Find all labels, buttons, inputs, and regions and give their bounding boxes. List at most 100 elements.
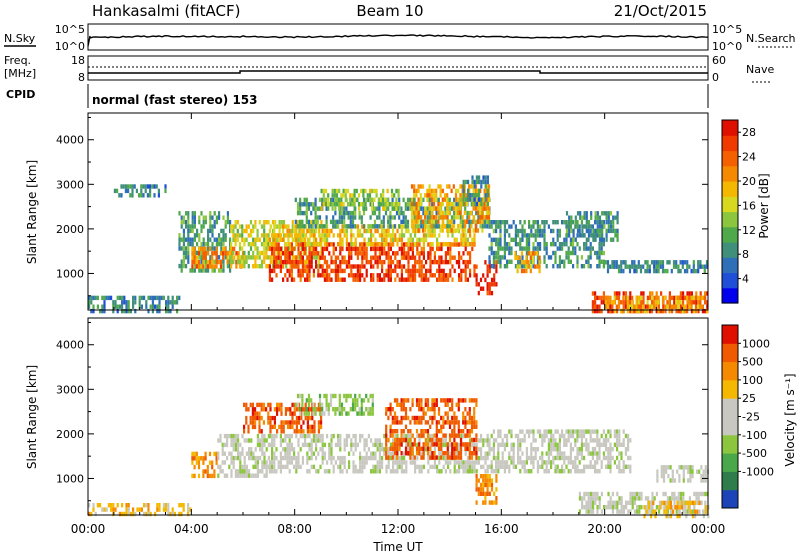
power-cell-12 xyxy=(534,237,537,242)
power-cell-4 xyxy=(230,264,233,269)
power-cell-5 xyxy=(293,246,296,252)
power-cell-2 xyxy=(182,259,185,264)
power-cell-5 xyxy=(359,246,362,252)
power-cell-9 xyxy=(410,219,414,224)
power-cell-5 xyxy=(317,268,320,274)
power-cell-5 xyxy=(400,255,403,260)
power-cell-12 xyxy=(561,220,564,225)
velocity-cell-8 xyxy=(585,447,588,452)
velocity-cell-8 xyxy=(510,433,513,439)
colorbar-bin-2 xyxy=(722,257,738,274)
power-cell-8 xyxy=(384,206,387,211)
velocity-cell-4 xyxy=(369,411,372,416)
power-cell-17 xyxy=(635,295,638,301)
velocity-cell-8 xyxy=(521,464,524,469)
power-cell-14 xyxy=(576,224,580,229)
velocity-cell-5 xyxy=(282,464,285,470)
velocity-cell-4 xyxy=(312,411,315,416)
power-cell-9 xyxy=(479,210,482,216)
velocity-cell-6 xyxy=(473,451,476,456)
power-cell-0 xyxy=(138,300,141,305)
velocity-cell-6 xyxy=(385,429,388,434)
velocity-cell-6 xyxy=(468,429,471,434)
power-cell-4 xyxy=(267,220,270,225)
velocity-cell-5 xyxy=(392,438,395,443)
power-cell-2 xyxy=(209,211,212,216)
velocity-cell-3 xyxy=(306,429,309,434)
power-cell-4 xyxy=(265,264,268,269)
velocity-cell-5 xyxy=(466,464,469,470)
power-cell-8 xyxy=(364,188,367,194)
velocity-cell-5 xyxy=(449,442,452,448)
velocity-cell-8 xyxy=(517,447,520,452)
velocity-cell-6 xyxy=(431,415,434,421)
power-cell-5 xyxy=(394,268,397,274)
power-cell-17 xyxy=(609,308,612,314)
power-cell-2 xyxy=(211,224,214,229)
power-cell-2 xyxy=(178,211,181,216)
velocity-cell-9 xyxy=(633,500,636,505)
power-cell-15 xyxy=(635,268,638,274)
power-cell-12 xyxy=(506,246,509,251)
velocity-cell-7 xyxy=(490,500,494,505)
power-cell-12 xyxy=(488,246,491,251)
power-cell-6 xyxy=(473,242,476,247)
velocity-cell-8 xyxy=(528,429,531,434)
power-cell-7 xyxy=(481,224,484,229)
power-cell-6 xyxy=(352,242,355,247)
power-cell-10 xyxy=(478,179,481,185)
power-cell-5 xyxy=(275,246,278,252)
velocity-cell-8 xyxy=(574,460,577,465)
power-cell-5 xyxy=(328,273,331,278)
power-cell-4 xyxy=(234,237,237,242)
power-cell-15 xyxy=(604,260,607,265)
power-cell-16 xyxy=(591,308,594,314)
velocity-cell-8 xyxy=(547,447,550,452)
velocity-cell-7 xyxy=(488,500,491,505)
velocity-cell-2 xyxy=(252,473,255,478)
power-cell-16 xyxy=(649,291,652,296)
velocity-cell-5 xyxy=(398,464,401,470)
power-cell-9 xyxy=(410,197,414,202)
power-cell-5 xyxy=(425,259,428,265)
power-cell-16 xyxy=(598,308,601,314)
power-cell-5 xyxy=(304,277,307,282)
velocity-cell-5 xyxy=(341,455,344,461)
velocity-cell-8 xyxy=(561,429,564,434)
velocity-cell-5 xyxy=(420,469,423,474)
power-cell-5 xyxy=(458,273,461,278)
power-cell-15 xyxy=(686,264,689,269)
power-cell-15 xyxy=(664,268,667,274)
power-cell-6 xyxy=(301,228,304,234)
velocity-cell-6 xyxy=(446,451,449,456)
power-cell-9 xyxy=(410,206,414,211)
power-cell-8 xyxy=(357,193,361,198)
power-cell-0 xyxy=(116,295,119,301)
power-cell-1 xyxy=(157,188,160,194)
power-cell-14 xyxy=(609,219,613,225)
velocity-cell-9 xyxy=(600,509,603,514)
power-cell-7 xyxy=(296,224,300,229)
power-cell-3 xyxy=(206,264,209,269)
power-cell-3 xyxy=(235,251,238,256)
power-cell-4 xyxy=(289,246,292,251)
power-cell-12 xyxy=(506,264,509,269)
power-cell-4 xyxy=(249,255,253,260)
velocity-cell-8 xyxy=(499,460,502,465)
velocity-cell-5 xyxy=(312,451,315,456)
power-cell-3 xyxy=(213,251,216,256)
velocity-cell-6 xyxy=(404,398,408,403)
velocity-cell-8 xyxy=(547,429,550,434)
power-cell-2 xyxy=(204,241,207,247)
power-cell-6 xyxy=(268,237,271,242)
power-cell-0 xyxy=(101,295,104,301)
power-cell-4 xyxy=(245,255,248,260)
power-cell-4 xyxy=(260,242,264,247)
velocity-cell-8 xyxy=(596,438,599,443)
power-cell-12 xyxy=(497,220,500,225)
power-cell-12 xyxy=(532,242,535,247)
power-cell-8 xyxy=(342,188,345,194)
power-cell-8 xyxy=(331,206,334,211)
power-cell-5 xyxy=(348,264,351,269)
